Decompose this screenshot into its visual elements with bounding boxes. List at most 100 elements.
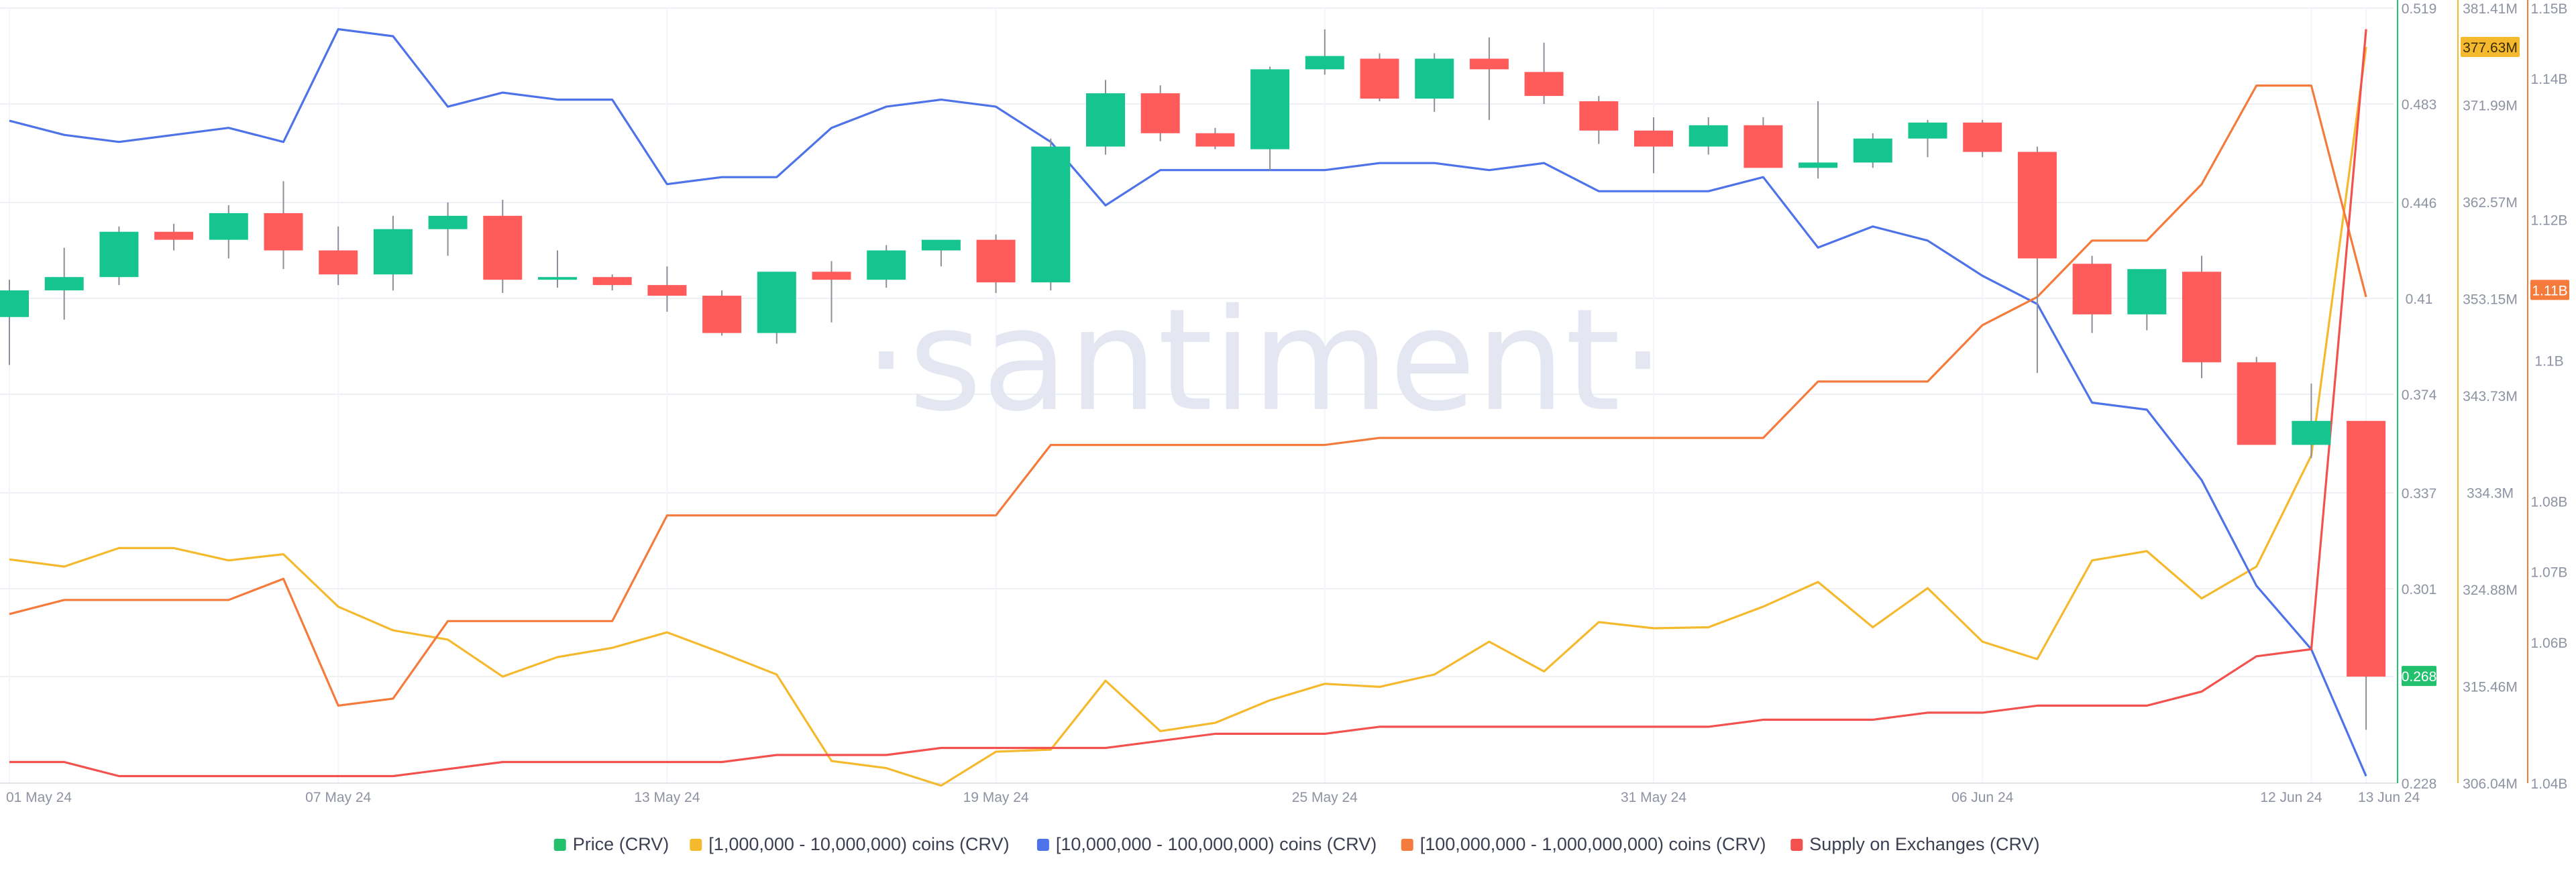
candle-body (154, 231, 194, 240)
series-line (9, 27, 2367, 777)
candle-body (483, 215, 523, 280)
legend-item-label: [1,000,000 - 10,000,000) coins (CRV) (708, 834, 1009, 854)
candle-body (1305, 56, 1344, 70)
candle-body (1688, 125, 1728, 147)
legend-item-label: Supply on Exchanges (CRV) (1809, 834, 2039, 854)
legend-swatch (1036, 839, 1049, 851)
candle-body (2182, 272, 2221, 363)
candle-body (209, 213, 248, 240)
candle-body (1469, 58, 1509, 70)
coins-tick-label: 306.04M (2463, 776, 2518, 792)
price-tick-label: 0.483 (2402, 97, 2437, 113)
candle-body (2072, 264, 2112, 314)
candle-body (319, 250, 358, 275)
candle-body (702, 296, 742, 333)
supply-tick-label: 1.1B (2534, 353, 2563, 369)
current-supply-badge (2530, 280, 2569, 300)
candle-body (99, 231, 139, 278)
candle-body (2237, 362, 2276, 445)
coins-tick-label: 334.3M (2467, 486, 2514, 502)
candle-body (976, 239, 1016, 283)
x-tick-label: 06 Jun 24 (1951, 790, 2014, 805)
current-coins-badge (2461, 36, 2520, 57)
coins-tick-label: 362.57M (2463, 195, 2518, 211)
candle-body (2017, 152, 2057, 259)
coins-tick-label: 353.15M (2463, 292, 2518, 307)
price-tick-label: 0.301 (2402, 582, 2437, 597)
candle-body (1250, 69, 1290, 150)
candle-body (428, 215, 468, 229)
current-coins-label: 377.63M (2463, 40, 2518, 56)
axes: 0.519 0.483 0.446 0.41 0.374 0.337 0.301 0.228 0… (6, 0, 2569, 805)
coins-tick-label: 381.41M (2463, 1, 2518, 17)
price-tick-label: 0.446 (2402, 196, 2437, 211)
legend-swatch (1790, 839, 1803, 851)
candle-body (44, 277, 84, 291)
supply-tick-label: 1.15B (2531, 1, 2568, 17)
price-tick-label: 0.41 (2406, 292, 2433, 307)
candle-body (1195, 133, 1235, 147)
x-tick-label: 01 May 24 (6, 790, 72, 805)
candle-body (1415, 58, 1454, 99)
price-tick-label: 0.337 (2402, 486, 2437, 502)
candle-body (1634, 130, 1673, 147)
x-tick-label: 07 May 24 (305, 790, 371, 805)
x-tick-label: 13 Jun 24 (2358, 790, 2420, 805)
supply-tick-label: 1.04B (2531, 776, 2568, 792)
coins-tick-label: 343.73M (2463, 389, 2518, 404)
candle-body (1524, 72, 1564, 97)
price-tick-label: 0.519 (2402, 1, 2437, 17)
candle-body (264, 213, 303, 251)
supply-tick-label: 1.12B (2531, 213, 2568, 228)
candle-body (1908, 122, 1947, 139)
coins-tick-label: 324.88M (2463, 583, 2518, 598)
x-tick-label: 31 May 24 (1621, 790, 1686, 805)
legend-item-label: [100,000,000 - 1,000,000,000) coins (CRV… (1420, 834, 1766, 854)
candle-body (812, 272, 851, 280)
grid-lines (0, 7, 2398, 784)
series-line (9, 29, 2367, 778)
legend-item-label: [10,000,000 - 100,000,000) coins (CRV) (1056, 834, 1377, 854)
x-tick-label: 12 Jun 24 (2260, 790, 2322, 805)
supply-tick-label: 1.07B (2531, 565, 2568, 581)
supply-tick-label: 1.08B (2531, 495, 2568, 510)
candle-body (647, 285, 687, 296)
x-tick-label: 25 May 24 (1292, 790, 1358, 805)
series-line (9, 84, 2367, 707)
candle-body (0, 290, 29, 317)
candle-body (2347, 420, 2386, 677)
candle-body (1086, 93, 1125, 147)
legend-swatch (690, 839, 702, 851)
candle-body (2127, 269, 2167, 314)
series-lines (9, 27, 2367, 787)
legend: Price (CRV) [1,000,000 - 10,000,000) coin… (553, 834, 2039, 854)
current-supply-label: 1.11B (2532, 283, 2567, 298)
current-price-label: 0.268 (2402, 669, 2437, 685)
supply-tick-label: 1.06B (2531, 636, 2568, 651)
candle-body (1579, 101, 1619, 131)
candle-body (1799, 162, 1838, 168)
supply-tick-label: 1.14B (2531, 72, 2568, 87)
legend-swatch (1401, 839, 1413, 851)
santiment-watermark: ·santiment· (864, 278, 1666, 443)
candle-body (1743, 125, 1783, 168)
x-tick-label: 13 May 24 (634, 790, 700, 805)
candle-body (867, 250, 906, 280)
x-tick-label: 19 May 24 (963, 790, 1029, 805)
coins-tick-label: 315.46M (2463, 680, 2518, 695)
candle-body (921, 239, 961, 251)
current-price-badge (2402, 666, 2436, 687)
price-candles (0, 29, 2386, 730)
price-tick-label: 0.374 (2402, 388, 2437, 403)
candle-body (1963, 122, 2002, 152)
candle-body (1031, 146, 1071, 283)
coins-tick-label: 371.99M (2463, 98, 2518, 113)
series-line (9, 46, 2367, 787)
candle-body (1853, 138, 1892, 163)
candle-body (757, 272, 796, 333)
candle-body (592, 277, 632, 286)
legend-swatch (553, 839, 566, 851)
candle-body (1360, 58, 1399, 99)
